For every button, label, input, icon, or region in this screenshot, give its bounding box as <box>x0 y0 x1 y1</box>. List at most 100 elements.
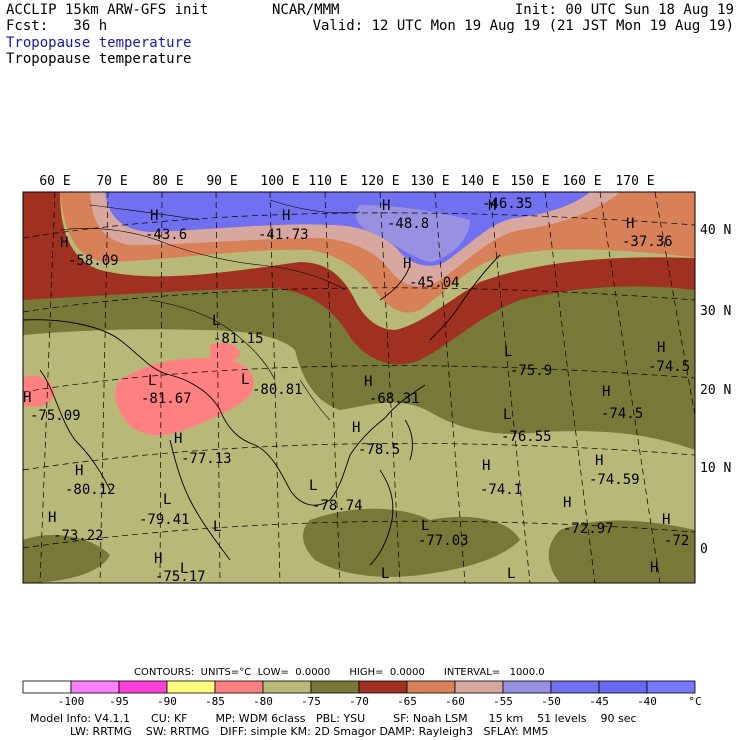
colorbar-tick-label: -65 <box>397 695 417 708</box>
extremum-value: -81.67 <box>141 391 192 407</box>
longitude-label: 140 E <box>460 174 499 189</box>
longitude-labels: 60 E 70 E 80 E 90 E 100 E 110 E 120 E 130 E 140 … <box>39 174 654 189</box>
colorbar-swatch <box>214 680 264 694</box>
colorbar-swatch <box>70 680 120 694</box>
latitude-label: 20 N <box>700 383 731 398</box>
longitude-label: 70 E <box>96 174 127 189</box>
colorbar-swatch <box>310 680 360 694</box>
longitude-label: 170 E <box>615 174 654 189</box>
extremum-value: -58.09 <box>68 253 119 269</box>
longitude-label: 80 E <box>152 174 183 189</box>
colorbar-tick-label: -55 <box>493 695 513 708</box>
extremum-value: -37.36 <box>622 234 673 250</box>
high-marker: H <box>75 463 83 479</box>
colorbar-tick-label: -95 <box>109 695 129 708</box>
high-marker: H <box>657 340 665 356</box>
longitude-label: 90 E <box>206 174 237 189</box>
warm-olive-patch <box>303 508 520 577</box>
extremum-value: -79.41 <box>139 512 190 528</box>
colorbar-tick-label: -40 <box>637 695 657 708</box>
colorbar-tick-label: -45 <box>589 695 609 708</box>
high-marker: H <box>482 458 490 474</box>
extremum-value: -74.5 <box>648 359 690 375</box>
blue-band <box>105 192 590 266</box>
high-marker: H <box>563 495 571 511</box>
high-marker: H <box>626 216 634 232</box>
warm-olive-patch-3 <box>548 520 695 583</box>
colorbar-tick-label: -80 <box>253 695 273 708</box>
low-marker: L <box>504 344 512 360</box>
low-marker: L <box>503 407 511 423</box>
purple-patch <box>355 205 470 262</box>
colorbar-tick-label: -90 <box>157 695 177 708</box>
low-marker: L <box>507 566 515 582</box>
map-border <box>22 191 696 584</box>
high-marker: H <box>364 374 372 390</box>
latitude-label: 10 N <box>700 461 731 476</box>
colorbar-tick-label: -50 <box>541 695 561 708</box>
extremum-value: -76.55 <box>501 429 552 445</box>
colorbar-swatch <box>646 680 696 694</box>
high-marker: H <box>352 420 360 436</box>
colorbar-swatch <box>454 680 504 694</box>
map-title: ACCLIP 15km ARW-GFS init <box>6 2 209 18</box>
extremum-value: -74.59 <box>589 472 640 488</box>
model-info-line-1: Model Info: V4.1.1 CU: KF MP: WDM 6class… <box>30 712 637 725</box>
extremum-value: -43.6 <box>145 227 187 243</box>
extremum-value: -74.1 <box>480 482 522 498</box>
longitude-label: 110 E <box>308 174 347 189</box>
colorbar-swatch <box>118 680 168 694</box>
graticule <box>23 192 695 583</box>
extrema-labels: H-58.09H-43.6H-41.73H-48.8H-46.35H-37.36… <box>23 196 690 585</box>
colorbar-swatch <box>598 680 648 694</box>
extremum-value: -68.31 <box>369 391 420 407</box>
colorbar-tick-label: -75 <box>301 695 321 708</box>
colorbar-tick-label: -85 <box>205 695 225 708</box>
extremum-value: -78.74 <box>312 498 363 514</box>
high-marker: H <box>602 384 610 400</box>
field-subtitle-1: Tropopause temperature <box>6 35 192 51</box>
latitude-label: 30 N <box>700 304 731 319</box>
low-marker: L <box>180 561 188 577</box>
low-marker: L <box>309 478 317 494</box>
longitude-label: 150 E <box>510 174 549 189</box>
map-panel: H-58.09H-43.6H-41.73H-48.8H-46.35H-37.36… <box>22 191 696 585</box>
low-marker: L <box>148 373 156 389</box>
extremum-value: -80.81 <box>252 382 303 398</box>
high-marker: H <box>595 453 603 469</box>
extremum-value: -78.5 <box>358 442 400 458</box>
high-marker: H <box>403 256 411 272</box>
model-info-line-2: LW: RRTMG SW: RRTMG DIFF: simple KM: 2D … <box>70 725 549 738</box>
extremum-value: -77.13 <box>181 451 232 467</box>
high-marker: H <box>650 560 658 576</box>
extremum-value: -75.9 <box>510 363 552 379</box>
colorbar-tick-label: -100 <box>58 695 85 708</box>
cold-pink-patch-2 <box>115 358 254 436</box>
low-marker: L <box>381 566 389 582</box>
colorbar-swatch <box>262 680 312 694</box>
field-subtitle-2: Tropopause temperature <box>6 51 192 67</box>
extremum-value: -81.15 <box>213 331 264 347</box>
extremum-value: -72 <box>664 533 689 549</box>
extremum-value: -73.22 <box>53 528 104 544</box>
forecast-hour: Fcst: 36 h <box>6 18 108 34</box>
extremum-value: -72.97 <box>563 521 614 537</box>
extremum-value: -45.04 <box>409 275 460 291</box>
extremum-value: -74.5 <box>601 406 643 422</box>
colorbar-swatch <box>358 680 408 694</box>
borders <box>59 199 361 421</box>
latitude-label: 0 <box>700 542 708 557</box>
longitude-label: 120 E <box>360 174 399 189</box>
valid-time: Valid: 12 UTC Mon 19 Aug 19 (21 JST Mon … <box>312 18 734 34</box>
longitude-label: 130 E <box>410 174 449 189</box>
extremum-value: -75.17 <box>155 569 206 585</box>
contours-info: CONTOURS: UNITS=°C LOW= 0.0000 HIGH= 0.0… <box>134 667 545 678</box>
colorbar-tick-label: -60 <box>445 695 465 708</box>
extremum-value: -77.03 <box>418 533 469 549</box>
low-marker: L <box>421 518 429 534</box>
high-marker: H <box>48 510 56 526</box>
colorbar-tick-label: °C <box>688 695 701 708</box>
low-marker: L <box>212 313 220 329</box>
cold-pink-patch-1 <box>23 375 55 407</box>
